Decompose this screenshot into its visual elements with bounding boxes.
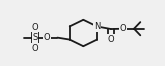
Text: O: O	[108, 35, 114, 44]
Text: O: O	[32, 23, 38, 32]
Text: O: O	[43, 33, 50, 42]
Text: N: N	[94, 22, 100, 31]
Text: O: O	[120, 24, 127, 33]
Text: O: O	[32, 44, 38, 53]
Text: S: S	[33, 33, 38, 42]
